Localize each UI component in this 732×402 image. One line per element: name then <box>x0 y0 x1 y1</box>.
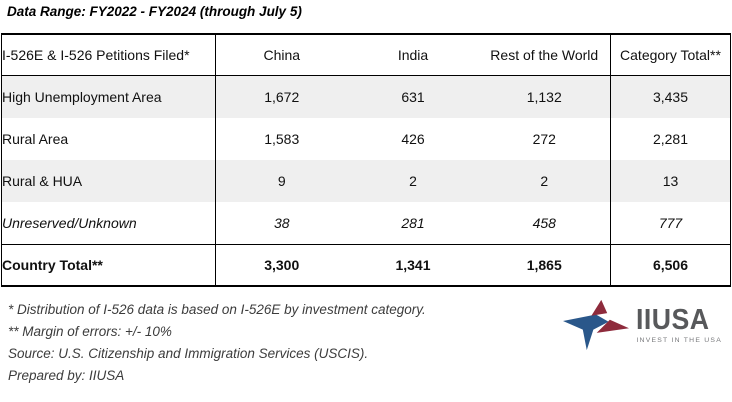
header-petitions-filed: I-526E & I-526 Petitions Filed* <box>1 34 216 76</box>
cell-rest-of-world: 1,865 <box>478 244 611 286</box>
iiusa-logo-name: IIUSA <box>636 304 710 336</box>
iiusa-star-icon <box>563 299 630 351</box>
cell-china: 1,583 <box>264 131 300 147</box>
cell-category-total: 6,506 <box>610 244 731 286</box>
header-china: China <box>215 34 348 76</box>
cell-india: 631 <box>347 75 479 118</box>
cell-rest-of-world: 272 <box>532 131 556 147</box>
country-total-row: Country Total** 3,300 1,341 1,865 6,506 <box>1 244 731 286</box>
cell-category-total: 3,435 <box>610 75 731 118</box>
cell-china: 3,300 <box>215 244 348 286</box>
cell-china: 38 <box>273 215 290 231</box>
cell-category-total: 2,281 <box>610 118 731 160</box>
row-label: Country Total** <box>1 244 216 286</box>
cell-category-total: 13 <box>610 160 731 202</box>
table-header-row: I-526E & I-526 Petitions Filed* China In… <box>1 34 731 76</box>
footnotes: * Distribution of I-526 data is based on… <box>8 299 426 387</box>
petitions-table: I-526E & I-526 Petitions Filed* China In… <box>1 33 731 287</box>
header-rest-of-world: Rest of the World <box>478 34 611 76</box>
iiusa-logo-text: IIUSA INVEST IN THE USA <box>636 304 722 345</box>
iiusa-logo: IIUSA INVEST IN THE USA <box>563 299 722 351</box>
cell-category-total: 777 <box>610 202 731 245</box>
cell-india: 426 <box>401 131 425 147</box>
page-title: Data Range: FY2022 - FY2024 (through Jul… <box>7 4 302 19</box>
row-label: Unreserved/Unknown <box>1 202 216 245</box>
cell-india: 1,341 <box>347 244 479 286</box>
header-india: India <box>347 34 479 76</box>
iiusa-logo-tagline: INVEST IN THE USA <box>636 337 722 344</box>
cell-china: 9 <box>215 160 348 202</box>
header-category-total: Category Total** <box>610 34 731 76</box>
footnote-distribution: * Distribution of I-526 data is based on… <box>8 302 426 317</box>
cell-india: 2 <box>347 160 479 202</box>
table-row: Unreserved/Unknown 38 281 458 777 <box>1 202 731 245</box>
table-row: Rural Area 1,583 426 272 2,281 <box>1 118 731 160</box>
row-label: Rural & HUA <box>1 160 216 202</box>
cell-china: 1,672 <box>215 75 348 118</box>
cell-rest-of-world: 1,132 <box>478 75 611 118</box>
cell-rest-of-world: 458 <box>532 215 556 231</box>
row-label: High Unemployment Area <box>1 75 216 118</box>
table-row: Rural & HUA 9 2 2 13 <box>1 160 731 202</box>
cell-rest-of-world: 2 <box>478 160 611 202</box>
footnote-margin-of-error: ** Margin of errors: +/- 10% <box>8 324 172 339</box>
cell-india: 281 <box>401 215 425 231</box>
row-label: Rural Area <box>1 118 216 160</box>
footnote-prepared-by: Prepared by: IIUSA <box>8 368 125 383</box>
table-row: High Unemployment Area 1,672 631 1,132 3… <box>1 75 731 118</box>
footnote-source: Source: U.S. Citizenship and Immigration… <box>8 346 369 361</box>
